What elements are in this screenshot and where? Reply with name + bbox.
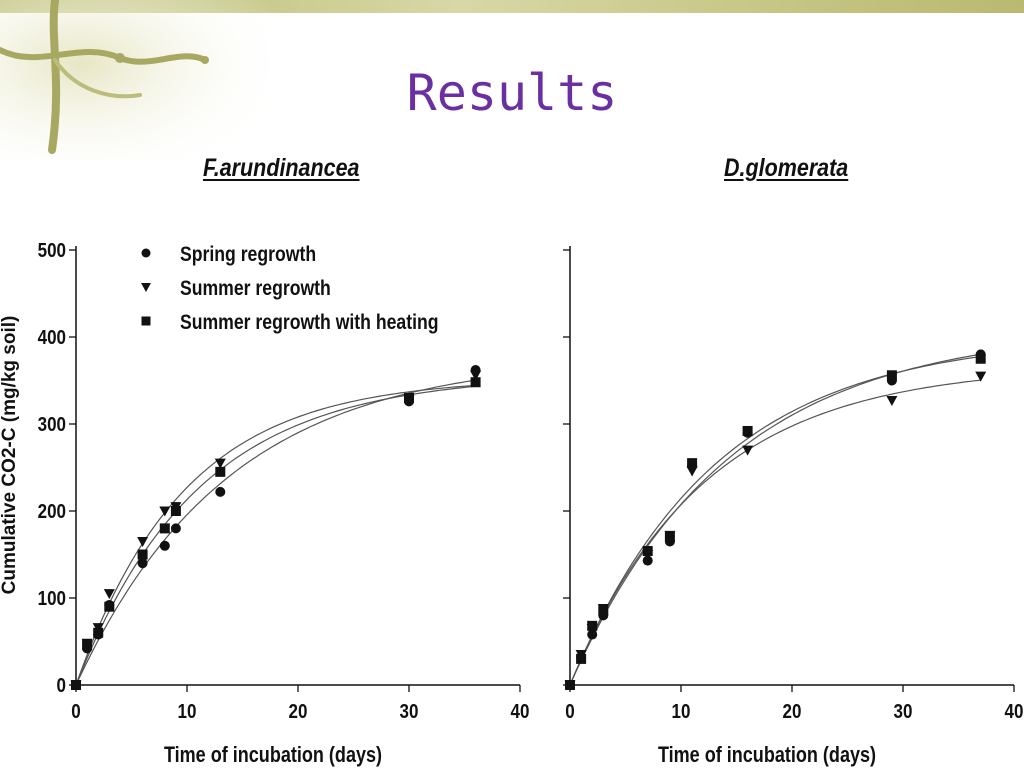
- chart1-point-circle: [137, 558, 148, 569]
- chart1-legend-label: Spring regrowth: [180, 243, 316, 267]
- chart1-legend-label: Summer regrowth with heating: [180, 311, 439, 335]
- chart2-x-tick-label: 40: [1005, 700, 1024, 723]
- chart2-point-square: [642, 546, 653, 557]
- chart2-fit-curve-3: [569, 355, 981, 686]
- chart1-point-square: [82, 639, 93, 650]
- chart2-point-triangle-down: [742, 445, 754, 456]
- chart1-point-triangle-down: [470, 370, 482, 381]
- chart2-x-axis-label: Time of incubation (days): [658, 743, 876, 767]
- chart2-point-square: [598, 605, 609, 616]
- chart1-legend-marker-circle: [141, 248, 151, 258]
- chart1-point-square: [170, 506, 181, 516]
- chart1-point-triangle-down: [137, 536, 149, 547]
- chart1-y-tick-label: 200: [38, 500, 66, 523]
- corner-vine-decoration: [0, 0, 270, 160]
- chart1-y-tick-label: 500: [38, 239, 66, 262]
- chart1-point-square: [71, 680, 81, 690]
- chart1-y-axis-label: Cumulative CO2-C (mg/kg soil): [0, 316, 20, 595]
- chart1-point-triangle-down: [103, 589, 115, 600]
- chart1-fit-curve-2: [75, 384, 476, 686]
- chart1-point-triangle-down: [214, 458, 226, 469]
- chart2-fit-curve-2: [569, 379, 981, 686]
- chart2-point-square: [664, 532, 675, 543]
- chart2-x-tick-label: 0: [565, 700, 574, 723]
- chart1-legend-marker-square: [141, 316, 151, 326]
- chart1-legend-marker-triangle-down: [141, 282, 151, 292]
- chart1-x-tick-label: 40: [511, 700, 530, 723]
- chart1-point-square: [93, 627, 104, 638]
- chart1-legend-label: Summer regrowth: [180, 277, 331, 301]
- chart1-point-square: [159, 523, 170, 534]
- chart1-y-tick-label: 400: [38, 326, 66, 349]
- chart2-point-square: [565, 680, 575, 690]
- chart2-point-triangle-down: [975, 371, 987, 382]
- chart1-y-tick-label: 0: [57, 674, 66, 697]
- chart1-point-triangle-down: [159, 506, 171, 517]
- chart2-point-circle: [642, 555, 653, 566]
- chart1-x-tick-label: 10: [178, 700, 197, 723]
- chart1-x-tick-label: 0: [71, 700, 80, 723]
- chart2-point-triangle-down: [686, 466, 698, 477]
- chart-title-f-arundinancea: F.arundinancea: [203, 154, 360, 182]
- chart1-y-tick-label: 100: [38, 587, 66, 610]
- chart-title-d-glomerata: D.glomerata: [724, 154, 849, 182]
- chart1-point-square: [104, 601, 115, 612]
- chart2-point-circle: [587, 629, 598, 640]
- chart1-x-tick-label: 30: [400, 700, 419, 723]
- chart2-fit-curve-1: [569, 353, 981, 686]
- chart1-point-circle: [215, 486, 226, 497]
- chart1-point-circle: [170, 523, 181, 534]
- chart1-point-square: [215, 466, 226, 477]
- chart1-y-tick-label: 300: [38, 413, 66, 436]
- chart1-point-square: [137, 549, 148, 560]
- chart2-point-square: [576, 653, 587, 664]
- chart1-point-square: [404, 392, 414, 403]
- chart2-point-square: [886, 370, 897, 381]
- chart2-x-tick-label: 10: [672, 700, 691, 723]
- chart1-fit-curve-3: [75, 385, 476, 686]
- chart1-x-tick-label: 20: [289, 700, 308, 723]
- chart2-point-square: [742, 425, 753, 436]
- chart2-point-square: [975, 353, 986, 364]
- chart2-point-square: [587, 620, 598, 631]
- chart1-x-axis-label: Time of incubation (days): [164, 743, 382, 767]
- chart2-point-triangle-down: [886, 396, 898, 407]
- chart2-x-tick-label: 30: [894, 700, 913, 723]
- slide-title: Results: [406, 64, 618, 122]
- chart1-point-circle: [159, 540, 170, 551]
- chart1-point-square: [470, 377, 481, 388]
- chart2-x-tick-label: 20: [783, 700, 802, 723]
- chart2-point-square: [687, 458, 698, 469]
